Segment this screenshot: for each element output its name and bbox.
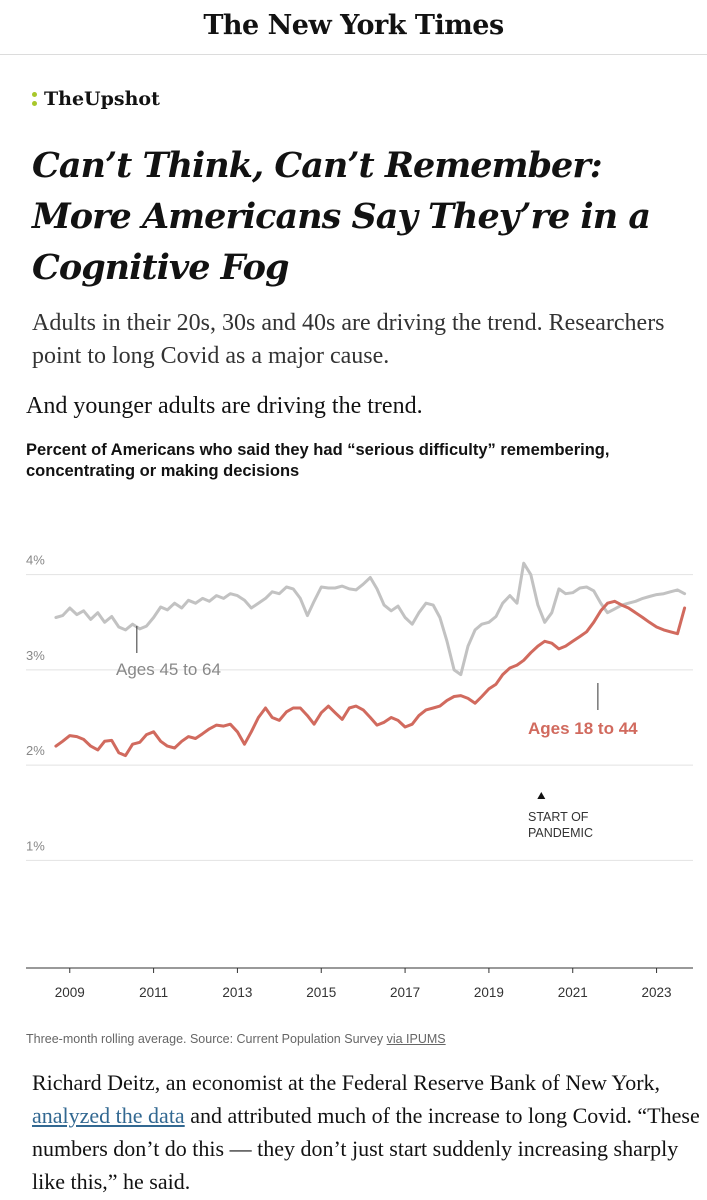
series-label-ages-18-44: Ages 18 to 44 xyxy=(528,719,638,738)
x-tick-label: 2017 xyxy=(390,985,420,1000)
y-tick-label: 4% xyxy=(26,553,45,568)
pandemic-marker-icon xyxy=(537,792,546,799)
section-label: TheUpshot xyxy=(44,88,160,110)
masthead: The New York Times xyxy=(0,0,707,55)
x-tick-label: 2021 xyxy=(558,985,588,1000)
chart-title: Percent of Americans who said they had “… xyxy=(26,441,610,480)
pandemic-annotation: START OF PANDEMIC xyxy=(528,810,593,840)
ipums-link[interactable]: via IPUMS xyxy=(386,1032,446,1046)
chart-source-note: Three-month rolling average. Source: Cur… xyxy=(26,1032,446,1046)
article-paragraph: Richard Deitz, an economist at the Feder… xyxy=(32,1066,702,1198)
nyt-logo[interactable]: The New York Times xyxy=(203,10,504,41)
x-tick-label: 2013 xyxy=(222,985,252,1000)
x-tick-label: 2023 xyxy=(642,985,672,1000)
series-line-ages-45-64 xyxy=(54,561,687,677)
y-tick-label: 2% xyxy=(26,743,45,758)
paragraph-text-start: Richard Deitz, an economist at the Feder… xyxy=(32,1070,661,1095)
y-tick-label: 3% xyxy=(26,648,45,663)
x-tick-label: 2015 xyxy=(306,985,336,1000)
pandemic-annotation-line: START OF xyxy=(528,810,589,824)
x-tick-label: 2009 xyxy=(55,985,85,1000)
chart-lead-text: And younger adults are driving the trend… xyxy=(26,393,423,419)
y-tick-label: 1% xyxy=(26,838,45,853)
series-label-ages-45-64: Ages 45 to 64 xyxy=(116,660,221,679)
headline: Can’t Think, Can’t Remember: More Americ… xyxy=(32,145,651,288)
x-tick-label: 2011 xyxy=(139,985,168,1000)
source-text: Three-month rolling average. Source: Cur… xyxy=(26,1032,387,1046)
analyzed-data-link[interactable]: analyzed the data xyxy=(32,1103,185,1128)
upshot-dots-icon xyxy=(32,92,38,108)
line-chart: 1% 2% 3% 4% 2009 2011 2013 2015 2017 2019 2021 2023… xyxy=(26,553,693,1000)
series-line-ages-18-44 xyxy=(54,599,687,758)
paragraph-text-end: and attributed much of the increase to l… xyxy=(32,1103,700,1194)
x-tick-label: 2019 xyxy=(474,985,504,1000)
summary: Adults in their 20s, 30s and 40s are dri… xyxy=(32,310,665,369)
pandemic-annotation-line: PANDEMIC xyxy=(528,826,593,840)
